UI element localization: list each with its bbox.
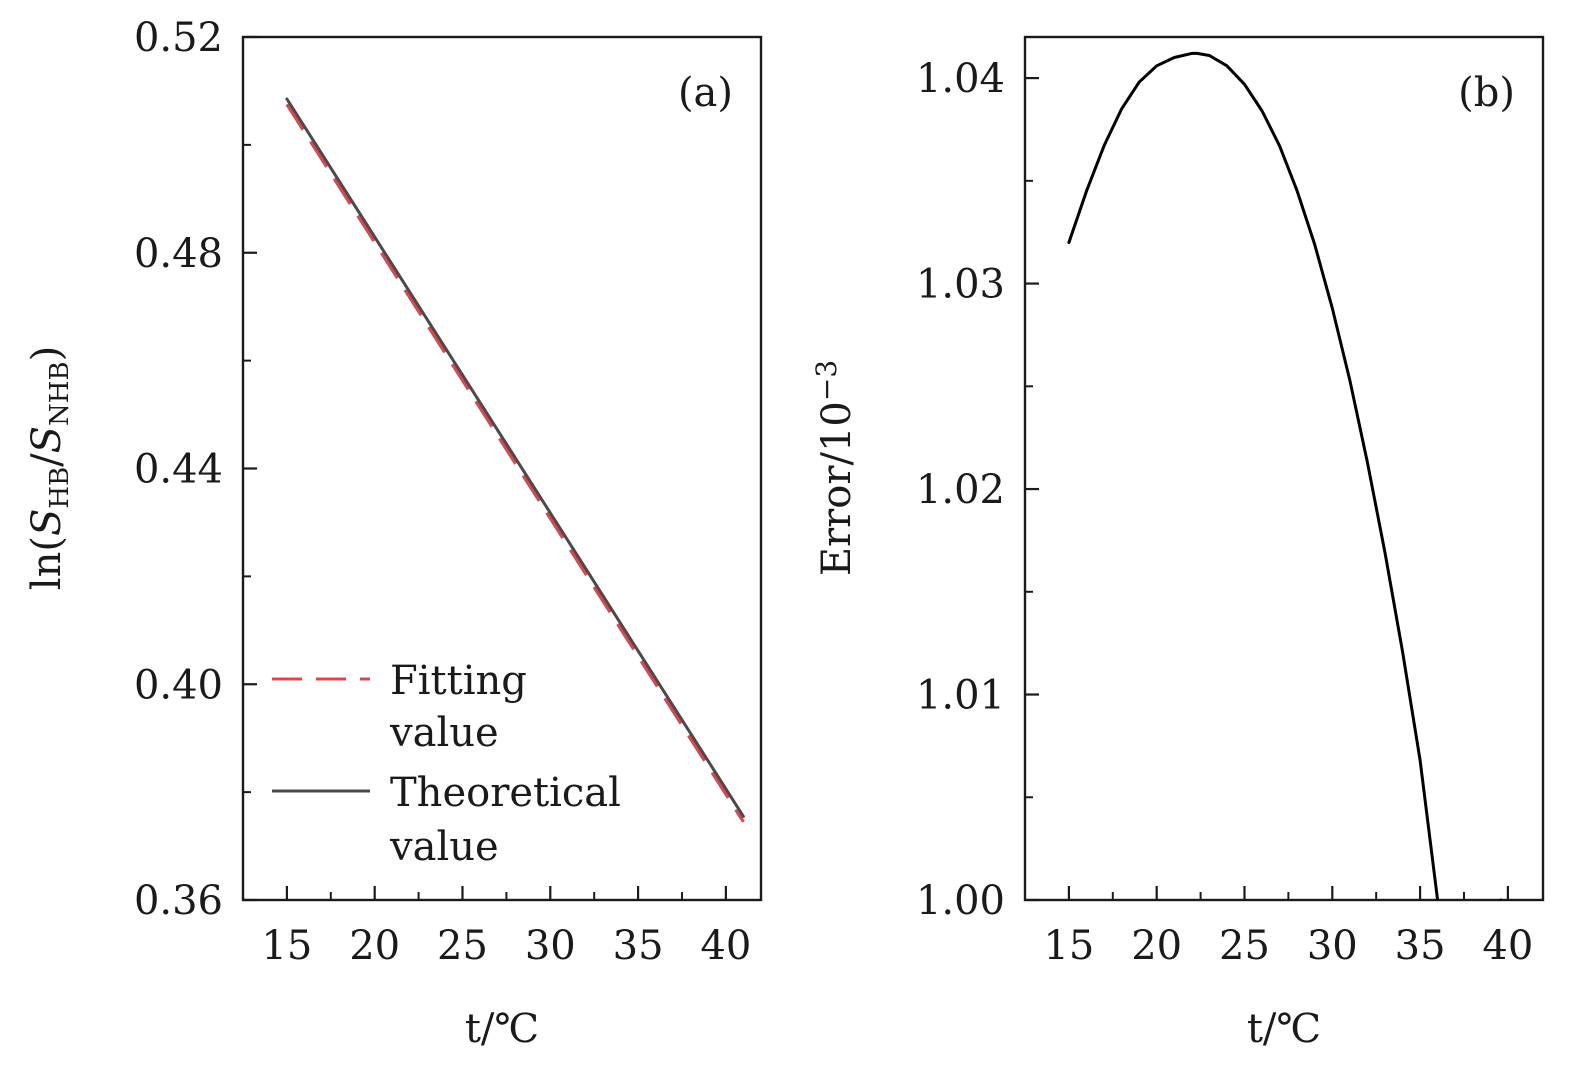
legend-label-theoretical-line1: Theoretical <box>390 770 621 816</box>
y-tick-label: 1.03 <box>916 262 1005 308</box>
x-ticks: 15 20 25 30 35 40 <box>261 886 751 969</box>
y-ticks: 0.36 0.40 0.44 0.48 0.52 <box>134 15 257 924</box>
y-tick-label: 0.36 <box>134 878 223 924</box>
y-tick-label: 0.52 <box>134 15 223 61</box>
legend-label-theoretical-line2: value <box>389 824 499 870</box>
series-line-1 <box>285 103 745 823</box>
series-layer <box>1067 51 1503 900</box>
y-axis-label: Error/10−3 <box>810 360 860 576</box>
x-axis-label: t/℃ <box>1247 1006 1321 1052</box>
y-tick-label: 1.01 <box>916 673 1005 719</box>
x-tick-label: 25 <box>1219 923 1270 969</box>
x-tick-label: 30 <box>1307 923 1358 969</box>
y-tick-label: 0.48 <box>134 231 223 277</box>
y-tick-label: 1.04 <box>916 56 1005 102</box>
legend: Fitting value Theoretical value <box>272 658 621 870</box>
legend-label-fitting-line2: value <box>389 710 499 756</box>
x-tick-label: 20 <box>349 923 400 969</box>
y-tick-label: 0.44 <box>134 447 223 493</box>
panel-label: (b) <box>1458 70 1515 116</box>
y-tick-label: 0.40 <box>134 662 223 708</box>
series-line-1 <box>1067 51 1503 900</box>
x-tick-label: 20 <box>1131 923 1182 969</box>
panel-a: 15 20 25 30 35 40 0.36 0.40 0.44 0.48 0.52 (a) Fi… <box>24 15 763 1052</box>
y-axis-label: ln(SHB/SNHB) <box>24 346 75 590</box>
x-tick-label: 25 <box>437 923 488 969</box>
y-tick-label: 1.02 <box>916 467 1005 513</box>
series-line-2 <box>285 97 745 818</box>
y-ticks: 1.00 1.01 1.02 1.03 1.04 <box>916 56 1039 924</box>
x-tick-label: 15 <box>1043 923 1094 969</box>
plot-frame <box>1023 35 1545 902</box>
panel-label: (a) <box>678 70 733 116</box>
y-tick-label: 1.00 <box>916 878 1005 924</box>
x-tick-label: 30 <box>525 923 576 969</box>
x-tick-label: 40 <box>1482 923 1533 969</box>
legend-label-fitting-line1: Fitting <box>390 658 527 704</box>
x-tick-label: 40 <box>700 923 751 969</box>
x-tick-label: 15 <box>261 923 312 969</box>
x-tick-label: 35 <box>1395 923 1446 969</box>
x-ticks: 15 20 25 30 35 40 <box>1043 886 1533 969</box>
panel-b: 15 20 25 30 35 40 1.00 1.01 1.02 1.03 1.04 (b) t/… <box>810 35 1545 1052</box>
x-axis-label: t/℃ <box>465 1006 539 1052</box>
series-layer <box>285 97 745 823</box>
x-tick-label: 35 <box>613 923 664 969</box>
